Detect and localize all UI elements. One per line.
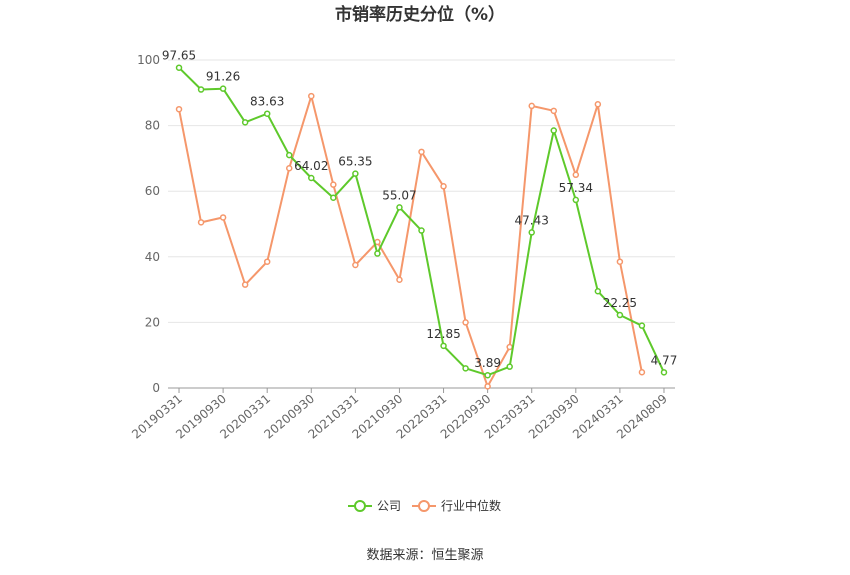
- industry-series-point: [616, 258, 624, 265]
- industry-series-point: [263, 258, 271, 265]
- company-series-point: [572, 196, 580, 204]
- company-series-point: [418, 227, 425, 234]
- company-series-point: [484, 371, 491, 379]
- industry-series-point: [330, 181, 337, 188]
- legend-company-label: 公司: [377, 499, 401, 513]
- data-label: 22.25: [603, 296, 637, 310]
- legend-item-company[interactable]: 公司: [348, 499, 401, 513]
- company-series-point: [506, 363, 513, 370]
- y-tick-label: 100: [137, 53, 160, 67]
- y-tick-label: 60: [145, 184, 160, 198]
- data-label: 47.43: [515, 213, 549, 227]
- company-series-point: [594, 287, 602, 295]
- company-series-point: [638, 322, 646, 329]
- industry-series-point: [638, 369, 646, 376]
- company-series-point: [374, 250, 381, 257]
- industry-series-point: [506, 343, 513, 351]
- data-label: 64.02: [294, 159, 328, 173]
- industry-series-point: [484, 383, 491, 390]
- company-series-point: [550, 127, 558, 134]
- legend-industry-label: 行业中位数: [441, 498, 501, 513]
- industry-series-point: [175, 105, 183, 113]
- legend: 公司 行业中位数: [348, 498, 501, 513]
- company-series-point: [352, 170, 359, 177]
- company-series-point: [396, 204, 403, 211]
- industry-series-point: [418, 148, 425, 156]
- data-label: 4.77: [651, 353, 678, 367]
- company-series-point: [330, 194, 337, 202]
- company-series-point: [462, 365, 469, 372]
- data-source: 数据来源：恒生聚源: [366, 548, 483, 563]
- data-label: 57.34: [559, 181, 593, 195]
- company-series-point: [308, 174, 315, 182]
- data-label: 91.26: [206, 70, 240, 84]
- industry-series-point: [396, 276, 403, 284]
- legend-industry-marker: [418, 500, 430, 512]
- legend-item-industry[interactable]: 行业中位数: [412, 498, 501, 513]
- legend-company-marker: [354, 500, 366, 512]
- series-layer: [175, 64, 668, 390]
- y-tick-label: 0: [152, 381, 160, 395]
- industry-series-point: [219, 214, 227, 221]
- industry-series-point: [241, 281, 249, 288]
- y-tick-label: 20: [145, 315, 160, 329]
- industry-series-point: [550, 107, 558, 115]
- data-label: 3.89: [474, 356, 501, 370]
- y-tick-label: 40: [145, 250, 160, 264]
- company-series-point: [285, 151, 293, 159]
- data-label: 97.65: [162, 49, 196, 63]
- company-series-point: [660, 369, 668, 376]
- company-series-point: [175, 64, 183, 71]
- company-series-point: [241, 119, 249, 126]
- y-tick-label: 80: [145, 119, 160, 133]
- industry-series-point: [528, 102, 535, 110]
- axis-layer: 0204060801002019033120190930202003312020…: [129, 53, 675, 442]
- data-label: 12.85: [426, 327, 460, 341]
- company-series-point: [616, 311, 624, 319]
- data-label: 83.63: [250, 95, 284, 109]
- industry-series-point: [352, 261, 359, 269]
- company-series-point: [197, 86, 205, 93]
- chart-title: 市销率历史分位（%）: [335, 4, 505, 25]
- company-series-line: [178, 66, 665, 377]
- industry-series-point: [462, 319, 469, 326]
- company-series-point: [219, 85, 227, 92]
- data-label: 55.07: [382, 188, 416, 202]
- label-layer: 97.65 91.26 83.63 64.02 65.35 55.07 12.85 3.89 4…: [162, 49, 677, 371]
- industry-series-point: [285, 164, 293, 172]
- industry-series-point: [594, 101, 602, 108]
- company-series-point: [528, 229, 535, 236]
- industry-series-point: [197, 219, 205, 226]
- industry-series-point: [308, 92, 315, 100]
- company-series-point: [440, 342, 447, 350]
- industry-series-point: [572, 171, 580, 179]
- company-series-point: [263, 110, 271, 117]
- industry-series-line: [178, 95, 643, 388]
- data-label: 65.35: [338, 155, 372, 169]
- industry-series-point: [440, 183, 447, 190]
